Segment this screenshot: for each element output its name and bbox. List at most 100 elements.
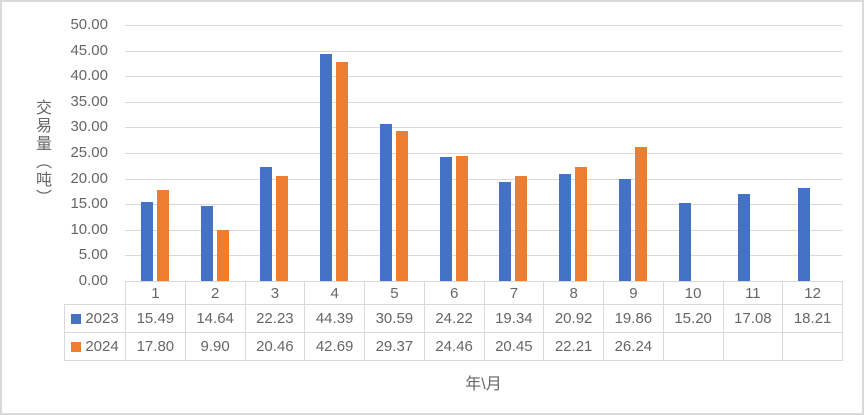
month-header-cell: 8 xyxy=(543,281,604,305)
series-row-2024: 2024 17.80 9.90 20.46 42.69 29.37 24.46 20.45 22… xyxy=(64,332,843,361)
gridline xyxy=(125,204,842,206)
gridline xyxy=(125,178,842,180)
series-header-cell-2024: 2024 xyxy=(64,332,126,361)
gridline xyxy=(125,101,842,103)
value-cell-2023-month-4: 44.39 xyxy=(304,304,365,333)
month-header-cell: 2 xyxy=(184,281,246,305)
bar-group-month-12 xyxy=(782,25,842,281)
y-tick-label: 50.00 xyxy=(70,16,108,33)
gridline xyxy=(125,255,842,257)
data-table: 1 2 3 4 5 6 7 8 9 10 11 12 2023 15.49 14.64 22.23 44.39 3… xyxy=(64,281,843,361)
bar-group-month-5 xyxy=(364,25,424,281)
month-header-cell: 7 xyxy=(483,281,545,305)
bar-2024-month-9 xyxy=(634,146,647,281)
value-cell-2024-month-1: 17.80 xyxy=(125,332,186,361)
gridline xyxy=(125,50,842,52)
bar-2023-month-9 xyxy=(618,179,631,281)
table-corner-cell xyxy=(65,282,126,305)
bar-2023-month-1 xyxy=(140,201,153,281)
y-tick-label: 40.00 xyxy=(70,67,108,85)
y-tick-label: 15.00 xyxy=(70,195,108,213)
bar-group-month-4 xyxy=(304,25,364,281)
series-header-cell-2023: 2023 xyxy=(64,304,126,333)
bar-group-month-8 xyxy=(543,25,603,281)
bar-2023-month-10 xyxy=(678,203,691,281)
bar-2024-month-4 xyxy=(336,62,349,281)
month-header-cell: 1 xyxy=(125,281,186,305)
bar-2023-month-5 xyxy=(379,124,392,281)
plot-area xyxy=(125,25,842,281)
bar-group-month-9 xyxy=(603,25,663,281)
bar-2024-month-5 xyxy=(395,130,408,281)
value-cell-2024-month-3: 20.46 xyxy=(244,332,306,361)
month-header-cell: 10 xyxy=(662,281,724,305)
gridline xyxy=(125,153,842,154)
value-cell-2024-month-10 xyxy=(662,332,724,361)
month-header-cell: 5 xyxy=(364,281,425,305)
y-tick-label: 35.00 xyxy=(70,92,108,110)
bar-2024-month-3 xyxy=(276,176,289,281)
y-axis-title-text: 交易量（吨） xyxy=(33,99,50,207)
month-header-cell: 11 xyxy=(722,281,784,305)
value-cell-2023-month-1: 15.49 xyxy=(125,304,186,333)
value-cell-2023-month-9: 19.86 xyxy=(603,304,664,333)
bar-2023-month-2 xyxy=(200,206,213,281)
month-header-cell: 9 xyxy=(603,281,664,305)
month-header-cell: 6 xyxy=(423,281,485,305)
y-tick-label: 20.00 xyxy=(70,169,108,187)
value-cell-2023-month-7: 19.34 xyxy=(483,304,545,333)
gridline xyxy=(125,76,842,78)
month-header-cell: 3 xyxy=(244,281,306,305)
y-tick-label: 10.00 xyxy=(70,220,108,238)
bar-2024-month-8 xyxy=(575,167,588,281)
bar-group-month-11 xyxy=(723,25,783,281)
series-name-2023: 2023 xyxy=(85,310,119,327)
bar-group-month-2 xyxy=(185,25,245,281)
value-cell-2023-month-11: 17.08 xyxy=(722,304,784,333)
y-tick-label: 45.00 xyxy=(70,41,108,59)
bar-2024-month-7 xyxy=(515,176,528,281)
value-cell-2024-month-7: 20.45 xyxy=(483,332,545,361)
value-cell-2024-month-12 xyxy=(782,332,843,361)
value-cell-2023-month-5: 30.59 xyxy=(364,304,425,333)
y-tick-label: 5.00 xyxy=(78,246,108,264)
bar-2023-month-11 xyxy=(738,193,751,281)
bar-group-month-3 xyxy=(245,25,305,281)
month-header-cell: 12 xyxy=(782,281,843,305)
series-legend-2023: 2023 xyxy=(66,310,125,327)
bar-group-month-6 xyxy=(424,25,484,281)
bar-2024-month-1 xyxy=(156,189,169,281)
legend-swatch-2023 xyxy=(71,313,82,324)
value-cell-2024-month-5: 29.37 xyxy=(364,332,425,361)
value-cell-2024-month-11 xyxy=(722,332,784,361)
value-cell-2023-month-10: 15.20 xyxy=(662,304,724,333)
y-tick-label: 25.00 xyxy=(70,144,108,161)
bar-2024-month-2 xyxy=(216,230,229,281)
series-row-2023: 2023 15.49 14.64 22.23 44.39 30.59 24.22 19.34 2… xyxy=(64,304,843,333)
value-cell-2023-month-3: 22.23 xyxy=(244,304,306,333)
month-header-row: 1 2 3 4 5 6 7 8 9 10 11 12 xyxy=(65,281,843,305)
bar-2023-month-3 xyxy=(260,167,273,281)
series-legend-2024: 2024 xyxy=(66,338,125,355)
bar-2023-month-7 xyxy=(499,181,512,281)
value-cell-2024-month-9: 26.24 xyxy=(603,332,664,361)
value-cell-2024-month-2: 9.90 xyxy=(184,332,246,361)
value-cell-2023-month-12: 18.21 xyxy=(782,304,843,333)
value-cell-2023-month-2: 14.64 xyxy=(184,304,246,333)
value-cell-2024-month-4: 42.69 xyxy=(304,332,365,361)
value-cell-2024-month-8: 22.21 xyxy=(543,332,604,361)
value-cell-2024-month-6: 24.46 xyxy=(423,332,485,361)
gridline xyxy=(125,127,842,129)
bar-2023-month-6 xyxy=(439,157,452,281)
series-name-2024: 2024 xyxy=(85,338,119,355)
x-axis-title: 年\月 xyxy=(465,376,502,393)
y-axis-title: 交易量（吨） xyxy=(30,25,52,281)
value-cell-2023-month-8: 20.92 xyxy=(543,304,604,333)
month-header-cell: 4 xyxy=(304,281,365,305)
bar-2023-month-4 xyxy=(320,53,333,281)
gridline xyxy=(125,25,842,26)
y-tick-label: 30.00 xyxy=(70,118,108,136)
bar-group-month-1 xyxy=(125,25,185,281)
y-tick-label: 0.00 xyxy=(78,272,108,289)
